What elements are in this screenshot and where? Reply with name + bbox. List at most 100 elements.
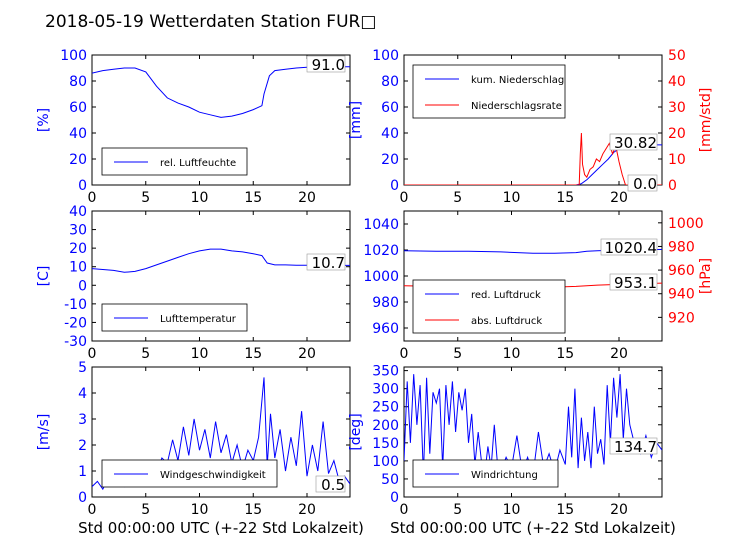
legend-entry: abs. Luftdruck [471,316,542,327]
x-tick-label: 20 [298,346,316,362]
value-label-box [306,253,346,271]
windspeed-ylabel: [m/s] [36,414,52,451]
x-tick-label: 5 [141,346,150,362]
humidity-ylabel: [%] [36,108,52,132]
x-tick-label: 15 [244,346,262,362]
y-tick-label: 0 [78,490,87,506]
legend-entry: Windrichtung [471,470,538,481]
y-tick-label: 40 [381,126,399,142]
y-tick-label: 100 [372,48,399,64]
y-tick-label: 3 [78,412,87,428]
humidity-series-0 [92,66,350,118]
pressure-ylabel-right: [hPa] [698,258,714,294]
y-tick-label-right: 980 [668,239,695,255]
x-tick-label: 20 [610,190,628,206]
y-tick-label: 60 [381,100,399,116]
temperature-series-0 [92,248,350,273]
y-tick-label: 1020 [363,243,399,259]
y-tick-label: 960 [372,321,399,337]
x-tick-label: 10 [503,502,521,518]
winddirection-ylabel: [deg] [348,413,364,450]
y-tick-label: 20 [69,241,87,257]
y-tick-label-right: 30 [668,100,686,116]
x-tick-label: 5 [141,502,150,518]
y-tick-label: 2 [78,438,87,454]
value-label: 1020.4 [605,239,658,257]
x-tick-label: 15 [556,190,574,206]
legend-box [101,147,248,176]
y-tick-label: 350 [372,364,399,380]
legend-box [412,64,566,119]
value-label: 134.7 [614,438,657,456]
precipitation-legend: kum. Niederschlag Niederschlagsrate [412,64,566,119]
y-tick-label-right: 1000 [668,216,704,232]
x-tick-label: 0 [88,346,97,362]
pressure-chart: 0 5 10 15 20 960 980 1000 1020 1040 920 940 960 980 10… [363,210,714,362]
y-tick-label: 30 [69,223,87,239]
y-tick-label: 5 [78,360,87,376]
legend-box [412,279,566,334]
y-tick-label: 100 [60,48,87,64]
y-tick-label: -30 [64,334,87,350]
legend-entry: Windgeschwindigkeit [160,470,266,481]
y-tick-label: -10 [64,297,87,313]
x-tick-label: 10 [191,190,209,206]
y-tick-label: 1 [78,464,87,480]
value-label: 10.7 [312,254,345,272]
legend-entry: kum. Niederschlag [471,75,564,86]
figure-title: 2018-05-19 Wetterdaten Station FUR□ [45,12,376,32]
value-label-box [600,238,658,256]
value-label-box [609,273,658,291]
winddirection-legend: Windrichtung [412,459,559,488]
x-tick-label: 5 [453,502,462,518]
temperature-series-group [92,248,350,273]
x-tick-label: 10 [191,502,209,518]
y-tick-label-right: 0 [668,178,677,194]
windspeed-chart: 0 5 10 15 20 0 1 2 3 4 5 [m/s] Std 00:00:00 UTC (+-2… [36,360,364,537]
y-tick-label-right: 10 [668,152,686,168]
x-tick-label: 0 [400,190,409,206]
value-label-box [609,437,658,455]
y-tick-label: 50 [381,472,399,488]
value-label-box [306,55,346,73]
legend-entry: Niederschlagsrate [471,101,562,112]
value-label: 0.5 [321,476,345,494]
x-tick-label: 20 [610,346,628,362]
windspeed-xlabel: Std 00:00:00 UTC (+-22 Std Lokalzeit) [78,519,364,537]
y-tick-label: 0 [78,178,87,194]
value-label-box [627,174,658,192]
y-tick-label-right: 50 [668,48,686,64]
x-tick-label: 0 [400,502,409,518]
legend-entry: rel. Luftfeuchte [160,158,236,169]
x-tick-label: 0 [400,346,409,362]
legend-box [101,303,248,332]
x-tick-label: 0 [88,190,97,206]
legend-entry: Lufttemperatur [160,314,237,325]
value-label-box [315,475,346,493]
x-tick-label: 15 [244,502,262,518]
y-tick-label-right: 960 [668,263,695,279]
y-tick-label: 1000 [363,269,399,285]
value-label: 30.82 [614,134,657,152]
humidity-legend: rel. Luftfeuchte [101,147,248,176]
y-tick-label: 20 [381,152,399,168]
y-tick-label: 4 [78,386,87,402]
y-tick-label: 40 [69,126,87,142]
temperature-chart: 0 5 10 15 20 -30 -20 -10 0 10 20 30 40 [C] Lufttempera… [36,204,351,362]
windspeed-legend: Windgeschwindigkeit [101,459,278,488]
precipitation-ylabel-right: [mm/std] [698,88,714,153]
value-label: 0.0 [633,175,657,193]
value-label: 91.0 [312,56,345,74]
y-tick-label-right: 920 [668,310,695,326]
y-tick-label: 980 [372,295,399,311]
y-tick-label: 80 [69,74,87,90]
y-tick-label: 80 [381,74,399,90]
x-tick-label: 5 [453,190,462,206]
y-tick-label: 10 [69,260,87,276]
x-tick-label: 10 [503,190,521,206]
y-tick-label: 300 [372,382,399,398]
value-label-box [609,133,658,151]
